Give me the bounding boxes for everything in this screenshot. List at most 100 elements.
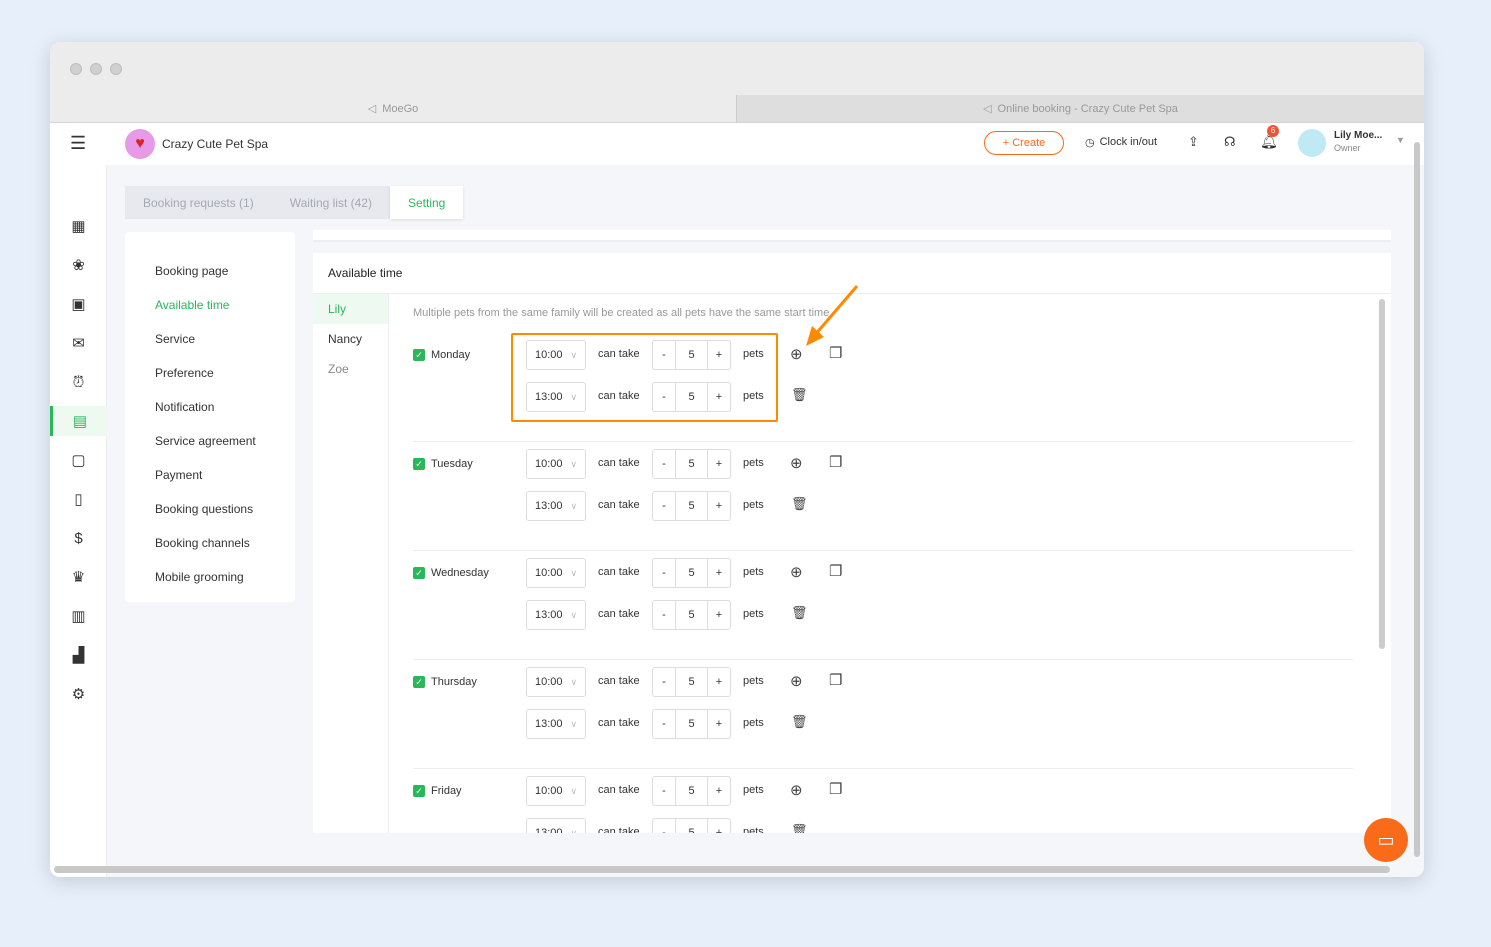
pet-count-value[interactable]: 5 — [675, 450, 708, 478]
menu-item-preference[interactable]: Preference — [155, 366, 214, 380]
pet-tab-lily[interactable]: Lily — [313, 294, 388, 324]
time-select[interactable]: 13:00 ∨ — [526, 600, 586, 630]
decrement-button[interactable]: - — [662, 567, 666, 579]
create-button[interactable]: + Create — [984, 131, 1064, 155]
add-slot-icon[interactable]: ⊕ — [790, 346, 803, 363]
pet-count-value[interactable]: 5 — [675, 668, 708, 696]
menu-toggle-icon[interactable]: ☰ — [70, 133, 87, 153]
message-icon[interactable]: ✉ — [72, 335, 85, 352]
online-booking-icon[interactable]: ▤ — [50, 406, 107, 436]
increment-button[interactable]: + — [715, 567, 723, 579]
time-select[interactable]: 10:00 ∨ — [526, 776, 586, 806]
menu-item-mobile-grooming[interactable]: Mobile grooming — [155, 570, 244, 584]
trash-icon[interactable]: 🗑︎ — [791, 823, 808, 833]
day-checkbox[interactable]: ✓ — [413, 785, 425, 797]
page-horizontal-scrollbar[interactable] — [54, 866, 1390, 873]
decrement-button[interactable]: - — [662, 827, 666, 833]
day-checkbox[interactable]: ✓ — [413, 458, 425, 470]
crown-icon[interactable]: ♛ — [71, 569, 86, 586]
pet-count-value[interactable]: 5 — [675, 601, 708, 629]
add-slot-icon[interactable]: ⊕ — [790, 673, 803, 690]
tab-setting[interactable]: Setting — [389, 186, 464, 219]
increment-button[interactable]: + — [715, 827, 723, 833]
pet-count-value[interactable]: 5 — [675, 819, 708, 833]
copy-icon[interactable]: ❐ — [829, 781, 843, 798]
add-slot-icon[interactable]: ⊕ — [790, 564, 803, 581]
copy-icon[interactable]: ❐ — [829, 454, 843, 471]
decrement-button[interactable]: - — [662, 785, 666, 797]
time-select[interactable]: 13:00 ∨ — [526, 491, 586, 521]
pet-icon[interactable]: ❀ — [72, 257, 85, 274]
tab-booking-requests[interactable]: Booking requests (1) — [143, 195, 254, 210]
day-checkbox[interactable]: ✓ — [413, 567, 425, 579]
time-select[interactable]: 10:00 ∨ — [526, 340, 586, 370]
pet-count-value[interactable]: 5 — [675, 559, 708, 587]
document-icon[interactable]: ▯ — [74, 491, 83, 508]
calendar-icon[interactable]: ▦ — [71, 218, 86, 235]
schedule-icon[interactable]: ▥ — [71, 608, 86, 625]
user-menu-caret-icon[interactable]: ▼ — [1396, 135, 1405, 145]
pet-count-value[interactable]: 5 — [675, 383, 708, 411]
menu-item-booking-page[interactable]: Booking page — [155, 264, 229, 278]
upload-icon[interactable]: ⇪ — [1188, 134, 1199, 149]
maximize-window-button[interactable] — [110, 63, 122, 75]
pet-tab-nancy[interactable]: Nancy — [328, 332, 363, 346]
increment-button[interactable]: + — [715, 500, 723, 512]
dollar-icon[interactable]: $ — [74, 529, 83, 547]
trash-icon[interactable]: 🗑︎ — [791, 387, 808, 402]
contacts-icon[interactable]: ▢ — [71, 452, 86, 469]
decrement-button[interactable]: - — [662, 500, 666, 512]
increment-button[interactable]: + — [715, 718, 723, 730]
increment-button[interactable]: + — [715, 676, 723, 688]
decrement-button[interactable]: - — [662, 718, 666, 730]
alarm-icon[interactable]: ⏰︎ — [72, 373, 85, 391]
bell-icon[interactable]: 🔔︎ — [1260, 133, 1278, 149]
decrement-button[interactable]: - — [662, 458, 666, 470]
page-vertical-scrollbar[interactable] — [1414, 142, 1420, 857]
time-select[interactable]: 10:00 ∨ — [526, 558, 586, 588]
decrement-button[interactable]: - — [662, 609, 666, 621]
store-icon[interactable]: ▣ — [71, 296, 86, 313]
increment-button[interactable]: + — [715, 349, 723, 361]
trash-icon[interactable]: 🗑︎ — [791, 605, 808, 620]
menu-item-payment[interactable]: Payment — [155, 468, 203, 482]
minimize-window-button[interactable] — [90, 63, 102, 75]
increment-button[interactable]: + — [715, 785, 723, 797]
pet-count-value[interactable]: 5 — [675, 777, 708, 805]
day-checkbox[interactable]: ✓ — [413, 676, 425, 688]
time-select[interactable]: 10:00 ∨ — [526, 667, 586, 697]
decrement-button[interactable]: - — [662, 391, 666, 403]
increment-button[interactable]: + — [715, 391, 723, 403]
menu-item-booking-channels[interactable]: Booking channels — [155, 536, 250, 550]
copy-icon[interactable]: ❐ — [829, 563, 843, 580]
clock-in-out-button[interactable]: ◷ Clock in/out — [1085, 136, 1157, 149]
menu-item-service[interactable]: Service — [155, 332, 196, 346]
decrement-button[interactable]: - — [662, 676, 666, 688]
time-select[interactable]: 13:00 ∨ — [526, 818, 586, 833]
user-avatar[interactable] — [1298, 129, 1326, 157]
close-window-button[interactable] — [70, 63, 82, 75]
increment-button[interactable]: + — [715, 609, 723, 621]
trash-icon[interactable]: 🗑︎ — [791, 496, 808, 511]
copy-icon[interactable]: ❐ — [829, 345, 843, 362]
add-slot-icon[interactable]: ⊕ — [790, 455, 803, 472]
menu-item-booking-questions[interactable]: Booking questions — [155, 502, 254, 516]
user-name[interactable]: Lily Moe... — [1334, 130, 1383, 141]
pet-count-value[interactable]: 5 — [675, 492, 708, 520]
trash-icon[interactable]: 🗑︎ — [791, 714, 808, 729]
menu-item-notification[interactable]: Notification — [155, 400, 215, 414]
chat-support-button[interactable]: ▭ — [1364, 818, 1408, 862]
settings-icon[interactable]: ⚙ — [71, 686, 86, 703]
content-scrollbar[interactable] — [1379, 299, 1385, 649]
business-name[interactable]: Crazy Cute Pet Spa — [162, 137, 269, 151]
time-select[interactable]: 10:00 ∨ — [526, 449, 586, 479]
pet-count-value[interactable]: 5 — [675, 341, 708, 369]
menu-item-available-time[interactable]: Available time — [155, 298, 230, 312]
pet-count-value[interactable]: 5 — [675, 710, 708, 738]
decrement-button[interactable]: - — [662, 349, 666, 361]
time-select[interactable]: 13:00 ∨ — [526, 709, 586, 739]
browser-tab-moego[interactable]: ◁ MoeGo — [50, 95, 736, 123]
add-slot-icon[interactable]: ⊕ — [790, 782, 803, 799]
tab-waiting-list[interactable]: Waiting list (42) — [289, 195, 372, 210]
menu-item-service-agreement[interactable]: Service agreement — [155, 434, 256, 448]
